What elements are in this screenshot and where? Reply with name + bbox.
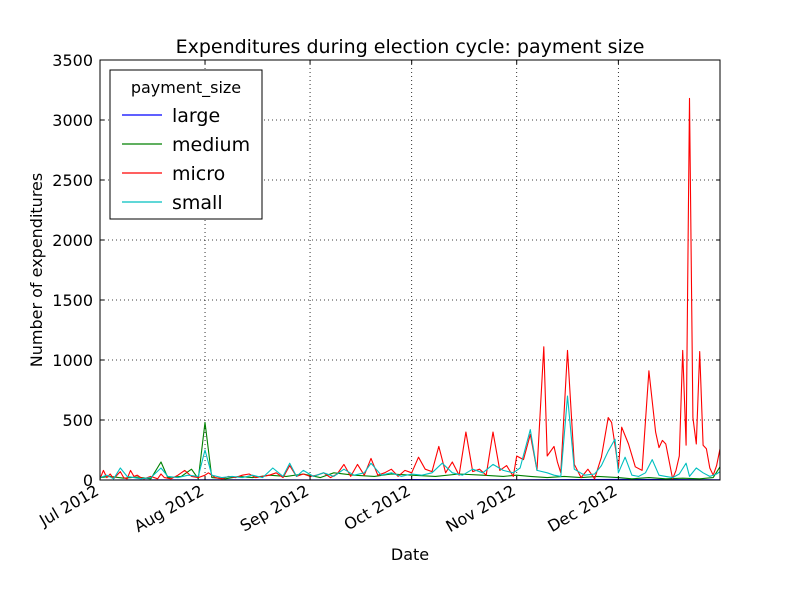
chart-title: Expenditures during election cycle: paym…	[176, 36, 645, 58]
x-tick-label: Jul 2012	[35, 481, 102, 531]
y-tick-label: 3500	[52, 51, 93, 70]
series-line-small	[99, 395, 721, 480]
legend-label-medium: medium	[172, 134, 250, 156]
x-tick-label: Sep 2012	[237, 481, 312, 535]
y-tick-label: 1500	[52, 291, 93, 310]
y-tick-label: 1000	[52, 351, 93, 370]
y-tick-label: 500	[62, 411, 93, 430]
x-axis-label: Date	[391, 545, 429, 564]
y-tick-label: 3000	[52, 111, 93, 130]
y-axis-label: Number of expenditures	[27, 173, 46, 367]
x-tick-label: Oct 2012	[341, 481, 414, 534]
x-tick-label: Nov 2012	[443, 481, 519, 536]
x-tick-label: Aug 2012	[131, 481, 207, 536]
series-line-medium	[99, 421, 721, 480]
legend-label-large: large	[172, 105, 220, 127]
y-tick-label: 0	[83, 471, 93, 490]
legend-label-micro: micro	[172, 163, 225, 185]
x-tick-label: Dec 2012	[544, 481, 620, 536]
legend-label-small: small	[172, 192, 223, 214]
y-tick-label: 2500	[52, 171, 93, 190]
y-tick-label: 2000	[52, 231, 93, 250]
legend-title: payment_size	[131, 78, 241, 98]
plot-frame	[99, 59, 721, 481]
